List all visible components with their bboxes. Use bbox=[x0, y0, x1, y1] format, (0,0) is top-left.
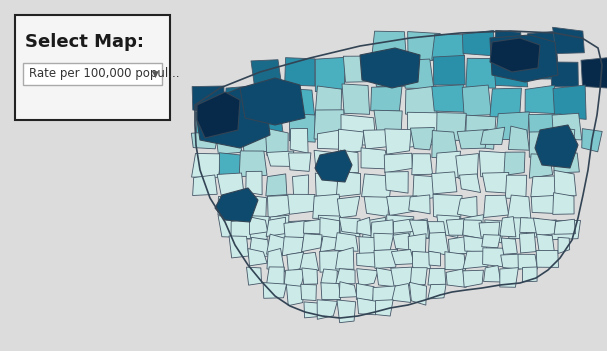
Polygon shape bbox=[215, 188, 258, 222]
Text: ▼: ▼ bbox=[152, 69, 158, 79]
Polygon shape bbox=[535, 125, 578, 168]
Polygon shape bbox=[240, 78, 305, 125]
Polygon shape bbox=[197, 88, 270, 148]
Text: Select Map:: Select Map: bbox=[25, 33, 144, 51]
Polygon shape bbox=[360, 48, 420, 88]
Polygon shape bbox=[490, 35, 558, 82]
Polygon shape bbox=[315, 150, 352, 182]
FancyBboxPatch shape bbox=[15, 15, 170, 120]
Polygon shape bbox=[197, 92, 240, 138]
Polygon shape bbox=[490, 38, 540, 72]
Text: Rate per 100,000 popul...: Rate per 100,000 popul... bbox=[29, 67, 180, 80]
FancyBboxPatch shape bbox=[23, 63, 162, 85]
